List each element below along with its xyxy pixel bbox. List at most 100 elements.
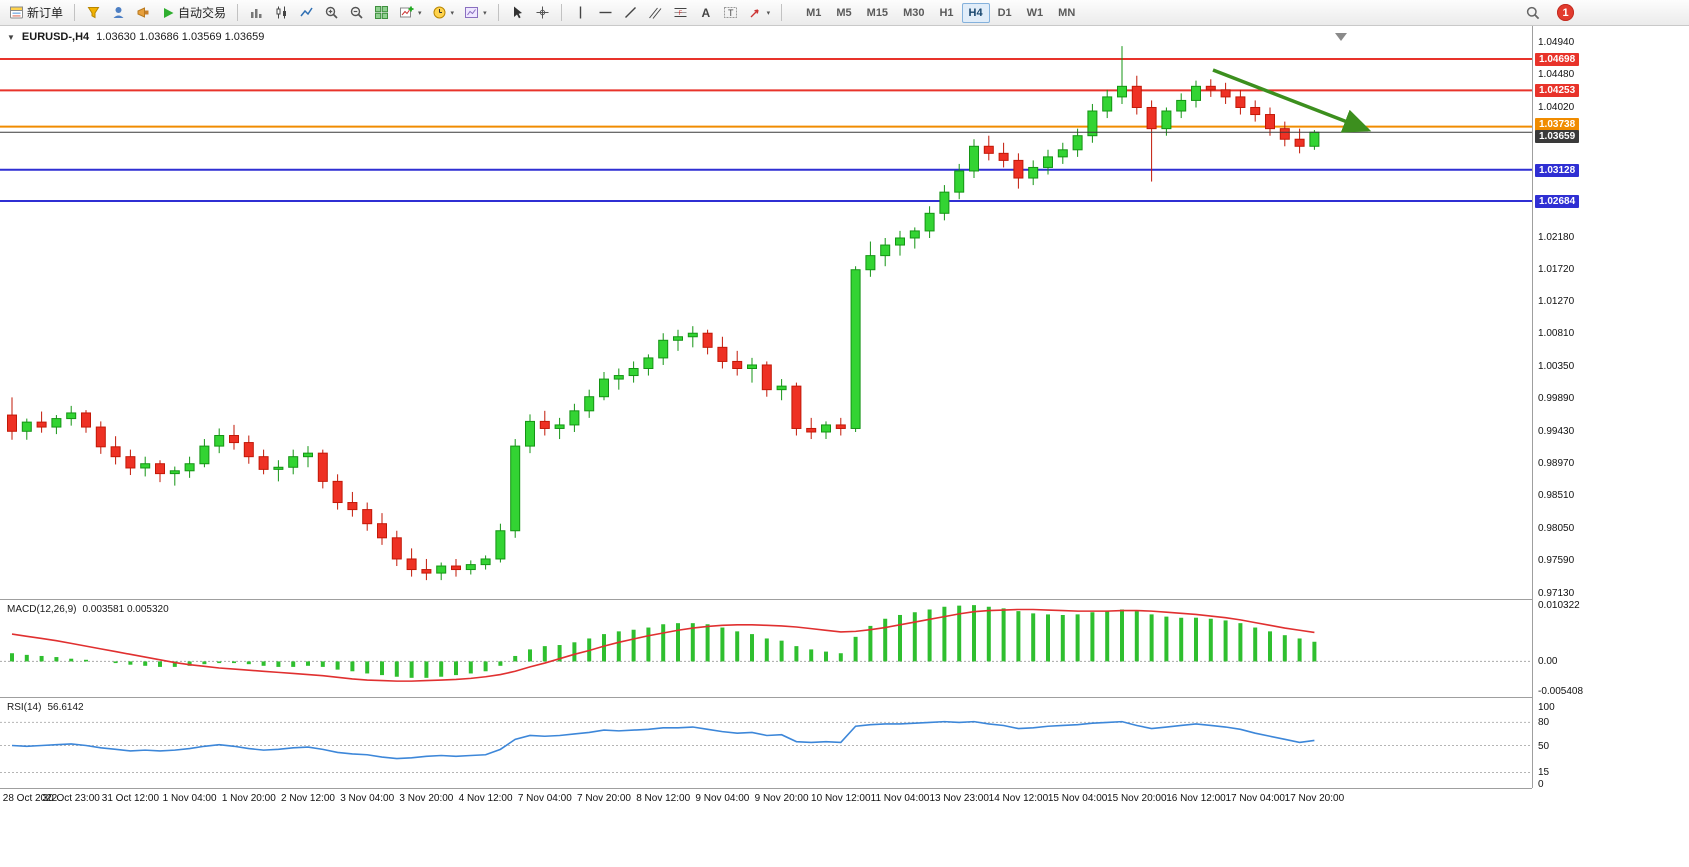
chart-title-bar: ▼ EURUSD-,H4 1.03630 1.03686 1.03569 1.0… xyxy=(7,31,264,43)
price-level-label: 1.03738 xyxy=(1535,117,1580,131)
autotrading-play-icon xyxy=(161,6,175,20)
candle-body xyxy=(1161,110,1172,130)
rsi-panel-canvas[interactable] xyxy=(0,699,1532,787)
panel-divider[interactable] xyxy=(0,599,1689,600)
wizard-button[interactable] xyxy=(82,2,105,24)
funnel-icon xyxy=(86,5,101,20)
time-axis-label: 3 Nov 20:00 xyxy=(399,793,454,804)
search-button[interactable] xyxy=(1521,2,1545,24)
price-axis-tick: 1.04480 xyxy=(1538,69,1575,81)
new-order-button[interactable]: 新订单 xyxy=(5,2,67,24)
candle-body xyxy=(110,446,121,458)
candle-body xyxy=(1220,89,1231,98)
line-chart-button[interactable] xyxy=(295,2,318,24)
price-scale[interactable]: 1.049401.044801.040201.035601.031001.026… xyxy=(1532,26,1689,790)
timeframe-button-mn[interactable]: MN xyxy=(1058,6,1076,19)
candle-body xyxy=(969,145,979,172)
bar-chart-button[interactable] xyxy=(245,2,268,24)
crosshair-button[interactable] xyxy=(531,2,554,24)
macd-panel-canvas[interactable] xyxy=(0,601,1532,697)
support-button[interactable] xyxy=(107,2,130,24)
timeframe-button-m5[interactable]: M5 xyxy=(836,6,852,19)
trendline-icon xyxy=(623,5,638,20)
horizontal-line-icon xyxy=(598,5,613,20)
search-icon xyxy=(1525,5,1541,21)
candle-body xyxy=(865,255,876,271)
svg-text:A: A xyxy=(701,6,710,20)
channel-tool-button[interactable] xyxy=(644,2,667,24)
announcement-button[interactable] xyxy=(132,2,155,24)
time-axis-label: 14 Nov 12:00 xyxy=(988,793,1049,804)
candle-body xyxy=(613,375,624,380)
time-axis-label: 30 Oct 23:00 xyxy=(42,793,100,804)
candle-body xyxy=(95,426,106,448)
arrow-shape-icon xyxy=(748,5,763,20)
time-axis[interactable]: 28 Oct 2022 30 Oct 23:00 31 Oct 12:00 1 Nov… xyxy=(0,788,1532,810)
candle-body xyxy=(1057,149,1068,158)
zoom-out-button[interactable] xyxy=(345,2,368,24)
template-chart-icon xyxy=(464,5,479,20)
candle-body xyxy=(7,414,17,432)
time-axis-label: 2 Nov 12:00 xyxy=(281,793,335,804)
panel-divider[interactable] xyxy=(0,697,1689,698)
vertical-line-tool-button[interactable] xyxy=(569,2,592,24)
cursor-button[interactable] xyxy=(506,2,529,24)
profiles-button[interactable]: ▾ xyxy=(428,2,459,24)
candle-body xyxy=(155,463,165,475)
trendline-tool-button[interactable] xyxy=(619,2,642,24)
candle-body xyxy=(495,530,506,560)
chart-shift-marker-icon xyxy=(1335,33,1347,41)
timeframe-button-h1[interactable]: H1 xyxy=(939,6,954,19)
rsi-line xyxy=(11,720,1315,760)
candle-body xyxy=(525,420,535,447)
timeframe-button-m15[interactable]: M15 xyxy=(866,6,889,19)
new-chart-icon xyxy=(399,5,414,20)
candle-body xyxy=(214,435,225,447)
zoom-in-button[interactable] xyxy=(320,2,343,24)
timeframe-button-h4[interactable]: H4 xyxy=(961,2,990,23)
candle-body xyxy=(1205,85,1216,91)
candlestick-button[interactable] xyxy=(270,2,293,24)
candle-body xyxy=(584,396,595,412)
shapes-tool-button[interactable]: ▾ xyxy=(744,2,775,24)
price-axis-tick: 0.98510 xyxy=(1538,490,1575,502)
tile-windows-icon xyxy=(374,5,389,20)
candle-body xyxy=(362,509,373,525)
macd-axis-tick: 0.00 xyxy=(1538,656,1558,668)
notification-badge[interactable]: 1 xyxy=(1557,4,1574,21)
candle-body xyxy=(436,565,447,574)
timeframe-button-d1[interactable]: D1 xyxy=(997,6,1012,19)
one-click-trading-expander[interactable]: ▼ xyxy=(7,32,15,42)
zoom-out-icon xyxy=(349,5,364,20)
candle-body xyxy=(1309,131,1320,147)
label-tool-button[interactable]: T xyxy=(719,2,742,24)
text-tool-button[interactable]: A xyxy=(694,2,717,24)
price-level-label: 1.04253 xyxy=(1535,84,1580,98)
horizontal-line-tool-button[interactable] xyxy=(594,2,617,24)
toolbar-separator xyxy=(497,4,499,21)
rsi-axis-tick: 15 xyxy=(1538,767,1550,779)
text-label-icon: T xyxy=(723,5,738,20)
time-axis-label: 1 Nov 04:00 xyxy=(162,793,217,804)
timeframe-button-w1[interactable]: W1 xyxy=(1026,6,1044,19)
price-axis-tick: 1.01270 xyxy=(1538,295,1575,307)
candle-body xyxy=(81,412,91,428)
candle-body xyxy=(1265,114,1275,130)
price-axis-tick: 0.99430 xyxy=(1538,425,1575,437)
vertical-line-icon xyxy=(573,5,588,20)
new-chart-button[interactable]: ▾ xyxy=(395,2,426,24)
templates-button[interactable]: ▾ xyxy=(460,2,491,24)
candle-body xyxy=(377,523,387,539)
price-chart-canvas[interactable] xyxy=(0,26,1532,599)
time-axis-label: 11 Nov 04:00 xyxy=(870,793,930,804)
current-price-label: 1.03659 xyxy=(1535,130,1580,144)
svg-text:F: F xyxy=(678,11,682,17)
timeframe-button-m30[interactable]: M30 xyxy=(903,6,925,19)
timeframe-button-m1[interactable]: M1 xyxy=(806,6,822,19)
autotrading-button[interactable]: 自动交易 xyxy=(157,2,230,24)
fibonacci-tool-button[interactable]: F xyxy=(669,2,692,24)
candle-body xyxy=(1250,106,1261,116)
candle-body xyxy=(1191,85,1201,101)
tile-windows-button[interactable] xyxy=(370,2,393,24)
candle-body xyxy=(1146,106,1157,130)
